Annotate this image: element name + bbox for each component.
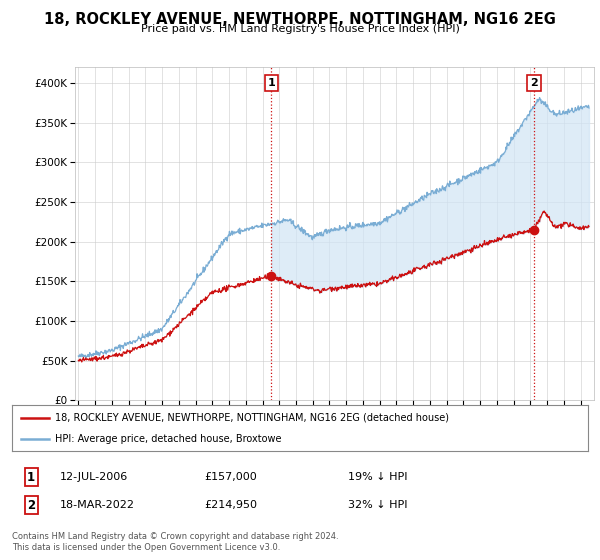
Text: This data is licensed under the Open Government Licence v3.0.: This data is licensed under the Open Gov… xyxy=(12,543,280,552)
Text: Price paid vs. HM Land Registry's House Price Index (HPI): Price paid vs. HM Land Registry's House … xyxy=(140,24,460,34)
Text: 18, ROCKLEY AVENUE, NEWTHORPE, NOTTINGHAM, NG16 2EG (detached house): 18, ROCKLEY AVENUE, NEWTHORPE, NOTTINGHA… xyxy=(55,413,449,423)
Text: HPI: Average price, detached house, Broxtowe: HPI: Average price, detached house, Brox… xyxy=(55,435,282,444)
Text: £157,000: £157,000 xyxy=(204,472,257,482)
Text: 2: 2 xyxy=(27,498,35,512)
Text: 19% ↓ HPI: 19% ↓ HPI xyxy=(348,472,407,482)
Text: 18, ROCKLEY AVENUE, NEWTHORPE, NOTTINGHAM, NG16 2EG: 18, ROCKLEY AVENUE, NEWTHORPE, NOTTINGHA… xyxy=(44,12,556,27)
Text: Contains HM Land Registry data © Crown copyright and database right 2024.: Contains HM Land Registry data © Crown c… xyxy=(12,532,338,541)
Text: 2: 2 xyxy=(530,78,538,88)
Text: 18-MAR-2022: 18-MAR-2022 xyxy=(60,500,135,510)
Text: 32% ↓ HPI: 32% ↓ HPI xyxy=(348,500,407,510)
Text: 1: 1 xyxy=(27,470,35,484)
Text: 1: 1 xyxy=(268,78,275,88)
Text: £214,950: £214,950 xyxy=(204,500,257,510)
Text: 12-JUL-2006: 12-JUL-2006 xyxy=(60,472,128,482)
